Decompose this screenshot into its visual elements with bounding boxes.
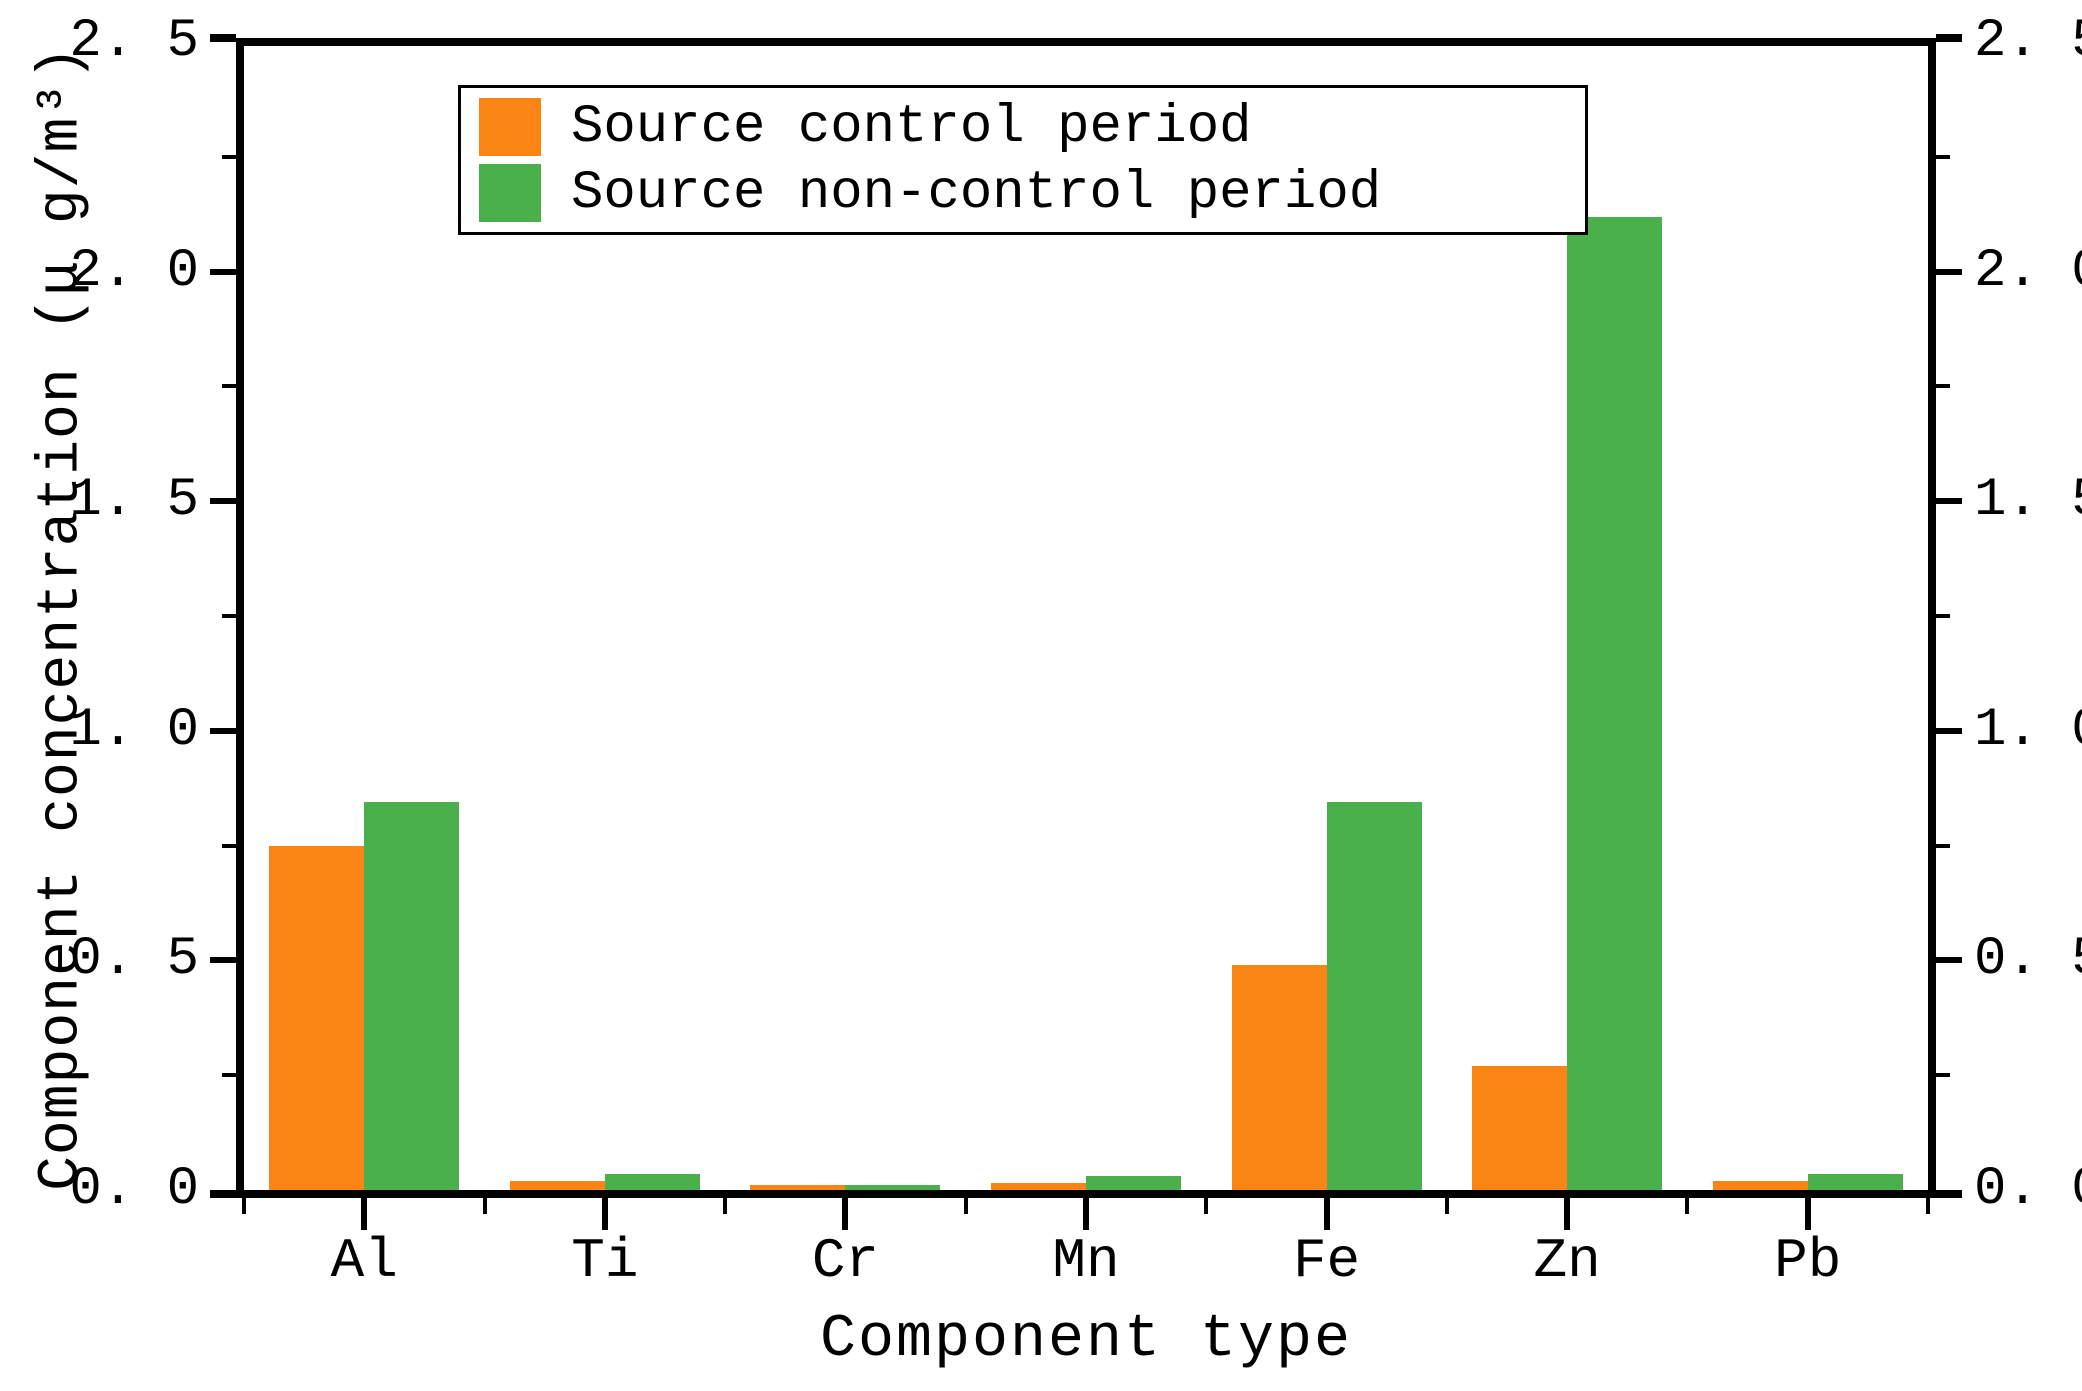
y-minor-tick-right bbox=[1936, 384, 1950, 389]
x-major-tick-fe bbox=[1323, 1198, 1330, 1230]
x-minor-tick bbox=[963, 1198, 968, 1214]
y-tick-label-left: 1. 0 bbox=[69, 699, 199, 761]
x-major-tick-pb bbox=[1804, 1198, 1811, 1230]
legend: Source control period Source non-control… bbox=[458, 85, 1588, 235]
bar-cr-control bbox=[750, 1185, 846, 1190]
y-major-tick-right bbox=[1936, 727, 1962, 734]
y-minor-tick-right bbox=[1936, 843, 1950, 848]
x-tick-label-zn: Zn bbox=[1533, 1229, 1601, 1293]
y-minor-tick-left bbox=[222, 843, 236, 848]
plot-area: Source control period Source non-control… bbox=[69, 11, 2082, 1293]
axis-line-top bbox=[236, 38, 1936, 46]
x-major-tick-cr bbox=[842, 1198, 849, 1230]
y-major-tick-left bbox=[210, 727, 236, 734]
legend-label-control-period: Source control period bbox=[571, 96, 1252, 158]
bar-al-non-control bbox=[364, 801, 460, 1190]
y-axis-line-right bbox=[1928, 38, 1936, 1198]
y-minor-tick-right bbox=[1936, 614, 1950, 618]
legend-item-control: Source control period bbox=[479, 96, 1575, 158]
y-major-tick-right bbox=[1936, 34, 1962, 42]
x-minor-tick bbox=[1444, 1198, 1449, 1214]
y-major-tick-right bbox=[1936, 268, 1962, 275]
bar-fe-control bbox=[1231, 965, 1327, 1190]
y-tick-label-left: 2. 0 bbox=[69, 240, 199, 302]
x-tick-label-mn: Mn bbox=[1052, 1229, 1120, 1293]
y-minor-tick-left bbox=[222, 384, 236, 389]
y-major-tick-left bbox=[210, 1190, 236, 1198]
y-major-tick-right bbox=[1936, 498, 1962, 505]
y-minor-tick-left bbox=[222, 1073, 236, 1078]
x-tick-label-ti: Ti bbox=[571, 1229, 639, 1293]
x-minor-tick bbox=[482, 1198, 487, 1214]
x-tick-label-pb: Pb bbox=[1774, 1229, 1842, 1293]
x-tick-label-al: Al bbox=[330, 1229, 398, 1293]
legend-item-non-control: Source non-control period bbox=[479, 162, 1575, 224]
y-major-tick-left bbox=[210, 268, 236, 275]
x-axis-title: Component type bbox=[819, 1306, 1353, 1374]
x-minor-tick bbox=[1685, 1198, 1690, 1214]
bar-ti-control bbox=[509, 1180, 605, 1190]
y-minor-tick-left bbox=[222, 614, 236, 618]
x-axis-line-bottom bbox=[236, 1190, 1936, 1198]
y-tick-label-left: 2. 5 bbox=[69, 11, 199, 72]
bar-al-control bbox=[269, 845, 365, 1190]
y-tick-label-right: 2. 0 bbox=[1974, 240, 2082, 302]
bar-pb-non-control bbox=[1807, 1173, 1903, 1190]
x-major-tick-mn bbox=[1083, 1198, 1089, 1230]
y-axis-line-left bbox=[236, 38, 244, 1198]
y-tick-label-right: 0. 0 bbox=[1974, 1159, 2082, 1220]
y-minor-tick-right bbox=[1936, 1073, 1950, 1078]
x-minor-tick bbox=[1204, 1198, 1209, 1214]
bar-mn-non-control bbox=[1086, 1176, 1181, 1190]
x-minor-tick bbox=[723, 1198, 728, 1214]
y-tick-label-right: 0. 5 bbox=[1974, 929, 2082, 991]
y-minor-tick-left bbox=[222, 154, 236, 159]
legend-swatch-control-period bbox=[479, 98, 541, 156]
x-minor-tick bbox=[242, 1198, 246, 1214]
y-major-tick-right bbox=[1936, 957, 1962, 964]
x-minor-tick bbox=[1926, 1198, 1930, 1214]
bar-cr-non-control bbox=[845, 1184, 941, 1190]
y-tick-label-left: 1. 5 bbox=[69, 470, 199, 532]
y-tick-label-right: 2. 5 bbox=[1974, 11, 2082, 72]
bar-zn-control bbox=[1472, 1066, 1568, 1190]
y-tick-label-left: 0. 0 bbox=[69, 1159, 199, 1220]
y-major-tick-left bbox=[210, 34, 236, 42]
x-major-tick-zn bbox=[1564, 1198, 1571, 1230]
y-major-tick-left bbox=[210, 498, 236, 505]
y-tick-label-right: 1. 5 bbox=[1974, 470, 2082, 532]
y-tick-label-left: 0. 5 bbox=[69, 929, 199, 991]
bar-ti-non-control bbox=[604, 1173, 700, 1190]
y-axis-title: Component concentration (μ g/m³) bbox=[29, 45, 95, 1191]
y-minor-tick-right bbox=[1936, 154, 1950, 159]
x-tick-label-cr: Cr bbox=[811, 1229, 880, 1293]
bar-pb-control bbox=[1712, 1180, 1808, 1190]
y-major-tick-left bbox=[210, 957, 236, 964]
bar-mn-control bbox=[991, 1183, 1086, 1190]
y-tick-label-right: 1. 0 bbox=[1974, 699, 2082, 761]
x-major-tick-al bbox=[361, 1198, 368, 1230]
bar-zn-non-control bbox=[1567, 216, 1663, 1190]
x-major-tick-ti bbox=[601, 1198, 608, 1230]
x-tick-label-fe: Fe bbox=[1292, 1229, 1361, 1293]
legend-label-non-control-period: Source non-control period bbox=[571, 162, 1382, 224]
bar-fe-non-control bbox=[1326, 801, 1422, 1190]
legend-swatch-non-control-period bbox=[479, 164, 541, 222]
y-major-tick-right bbox=[1936, 1190, 1962, 1198]
